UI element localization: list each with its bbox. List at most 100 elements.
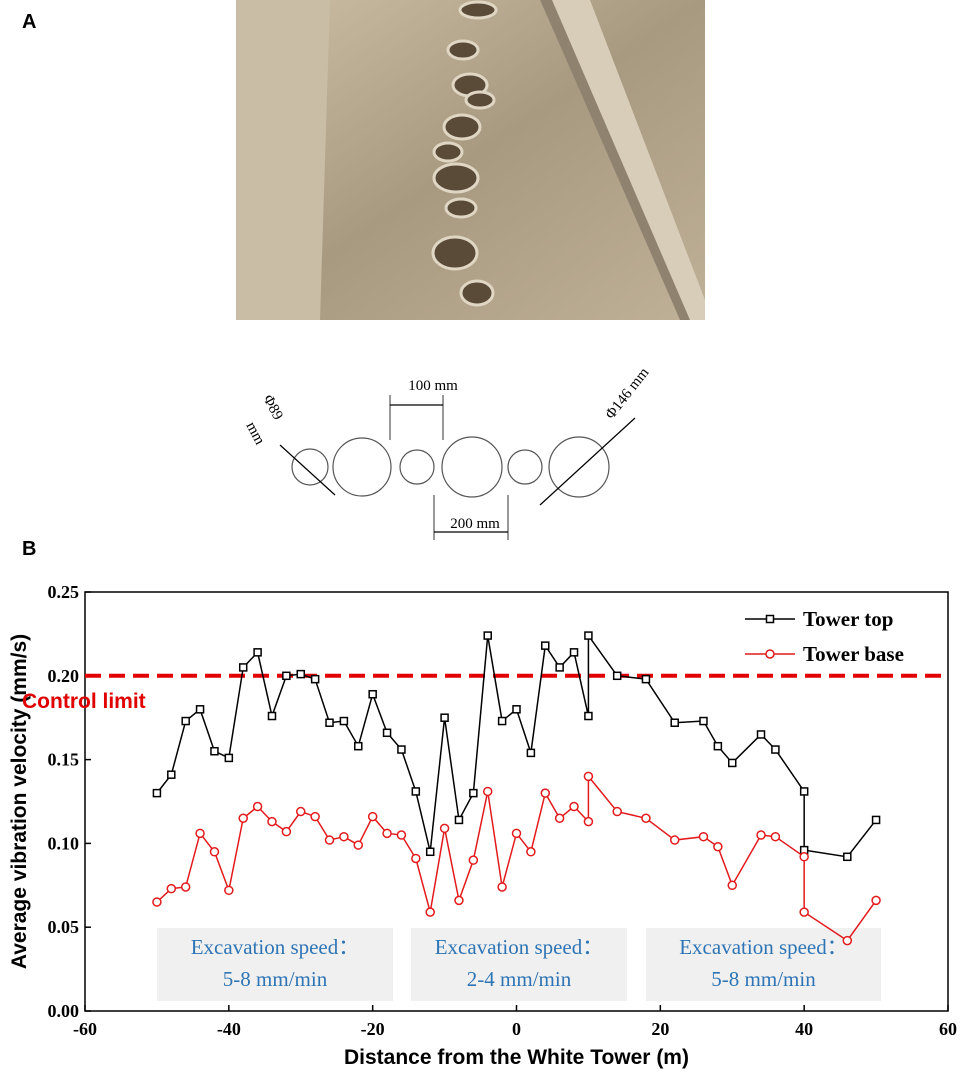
data-point (224, 753, 234, 763)
data-point (583, 816, 594, 827)
data-point (167, 770, 176, 779)
data-point (324, 835, 335, 845)
data-point (555, 663, 564, 672)
control-limit-label: Control limit (22, 690, 146, 713)
data-point (267, 816, 277, 827)
dimension-label: 100 mm (408, 378, 458, 394)
data-point (497, 716, 507, 726)
x-tick-label: -40 (217, 1019, 241, 1039)
y-tick-label: 0.10 (48, 833, 80, 853)
data-point (612, 806, 622, 817)
data-point (353, 840, 364, 850)
panel-label: B (22, 538, 36, 560)
data-point (512, 705, 521, 714)
data-point (554, 813, 565, 824)
x-tick-label: -60 (73, 1019, 97, 1039)
data-point (454, 895, 464, 906)
dimension-label: mm (242, 419, 267, 447)
legend-marker (765, 649, 775, 659)
data-point (210, 746, 219, 756)
data-point (727, 880, 737, 891)
legend-label: Tower top (803, 607, 893, 631)
annotation-box (157, 928, 393, 1001)
data-point (282, 671, 291, 681)
data-point (281, 826, 292, 837)
data-point (699, 716, 708, 726)
x-axis-title: Distance from the White Tower (m) (344, 1046, 689, 1069)
data-point (799, 907, 809, 917)
annotation-box (411, 928, 627, 1001)
x-tick-label: 40 (795, 1019, 813, 1039)
y-tick-label: 0.00 (48, 1001, 80, 1021)
data-point (382, 728, 392, 738)
data-point (382, 828, 392, 839)
data-point (584, 631, 593, 640)
data-point (843, 852, 852, 862)
data-point (425, 907, 435, 917)
legend-label: Tower base (803, 642, 904, 666)
data-point (511, 828, 522, 839)
series-line (156, 774, 877, 942)
data-point (526, 847, 536, 857)
data-point (698, 831, 709, 842)
data-point (799, 787, 809, 796)
data-point (871, 895, 881, 906)
data-point (728, 758, 737, 768)
legend-marker (765, 614, 775, 624)
data-point (641, 674, 651, 684)
data-point (310, 674, 320, 684)
data-point (152, 788, 162, 798)
x-tick-label: 60 (939, 1019, 957, 1039)
data-point (425, 847, 435, 857)
data-point (756, 830, 766, 840)
data-point (354, 741, 363, 751)
data-point (411, 853, 421, 864)
panel-label: A (22, 11, 36, 33)
data-point (296, 806, 306, 817)
dimension-label: 200 mm (450, 516, 500, 532)
data-point (669, 835, 680, 845)
data-point (439, 823, 450, 834)
data-point (238, 813, 248, 824)
annotation-text: 5-8 mm/min (223, 967, 328, 991)
data-point (713, 741, 723, 751)
data-point (195, 828, 205, 839)
data-point (411, 787, 421, 796)
annotation-text: Excavation speed： (435, 935, 604, 959)
series-line (156, 633, 877, 858)
data-point (584, 711, 593, 721)
data-point (468, 855, 479, 865)
annotation-text: Excavation speed： (679, 935, 848, 959)
y-tick-label: 0.25 (48, 582, 80, 602)
photo (236, 0, 705, 320)
y-axis-title: Average vibration velocity (mm/s) (8, 634, 31, 969)
dimension-label: Φ89 (259, 392, 285, 422)
x-tick-label: 0 (512, 1019, 521, 1039)
data-point (367, 811, 378, 822)
dimension-label: Φ146 mm (603, 365, 653, 423)
data-point (641, 813, 651, 824)
data-point (483, 631, 492, 640)
data-point (756, 730, 766, 739)
data-point (195, 705, 205, 714)
data-point (670, 718, 679, 727)
data-point (497, 882, 507, 892)
data-point (325, 718, 334, 727)
data-point (238, 663, 248, 672)
data-point (181, 716, 190, 726)
data-point (209, 847, 220, 857)
data-point (771, 745, 780, 754)
y-tick-label: 0.15 (48, 750, 80, 770)
annotation-text: 2-4 mm/min (467, 967, 572, 991)
data-point (296, 669, 305, 679)
data-point (440, 713, 449, 722)
x-tick-label: -20 (361, 1019, 385, 1039)
data-point (583, 771, 594, 782)
data-point (469, 788, 478, 798)
data-point (368, 689, 377, 699)
data-point (526, 748, 536, 758)
data-point (310, 811, 320, 822)
data-point (152, 897, 162, 907)
data-point (339, 716, 349, 726)
